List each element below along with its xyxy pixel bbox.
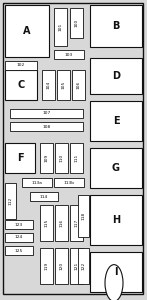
Text: 102: 102 bbox=[17, 64, 25, 68]
Text: 120: 120 bbox=[60, 262, 64, 270]
Text: F: F bbox=[17, 153, 23, 163]
Bar bbox=[90, 58, 142, 94]
Text: 100: 100 bbox=[75, 19, 78, 27]
Text: I: I bbox=[114, 267, 118, 277]
Text: 124: 124 bbox=[15, 236, 23, 239]
Bar bbox=[5, 220, 33, 229]
Text: 118: 118 bbox=[81, 212, 86, 220]
Bar bbox=[5, 143, 35, 173]
Text: 125: 125 bbox=[15, 248, 23, 253]
Bar bbox=[54, 8, 67, 46]
Bar bbox=[70, 205, 83, 241]
Bar bbox=[5, 233, 33, 242]
Text: 113b: 113b bbox=[64, 181, 75, 184]
Text: 121: 121 bbox=[75, 262, 78, 270]
Bar bbox=[54, 50, 84, 59]
Text: 111: 111 bbox=[75, 154, 78, 162]
Text: H: H bbox=[112, 215, 120, 225]
Text: 108: 108 bbox=[42, 124, 51, 128]
Text: D: D bbox=[112, 71, 120, 81]
Bar bbox=[57, 70, 70, 100]
Bar bbox=[90, 5, 142, 47]
Bar bbox=[30, 192, 58, 201]
Bar bbox=[72, 70, 85, 100]
Bar bbox=[90, 252, 142, 292]
Text: 103: 103 bbox=[65, 52, 73, 56]
Text: 117: 117 bbox=[75, 219, 78, 227]
Bar bbox=[5, 70, 37, 100]
Text: 122: 122 bbox=[81, 262, 86, 270]
Bar bbox=[40, 143, 53, 173]
Text: 115: 115 bbox=[45, 219, 49, 227]
Text: 104: 104 bbox=[46, 81, 51, 89]
Bar bbox=[55, 205, 68, 241]
Bar bbox=[55, 143, 68, 173]
Text: E: E bbox=[113, 116, 119, 126]
Text: 105: 105 bbox=[61, 81, 66, 89]
Bar bbox=[90, 148, 142, 188]
Text: 114: 114 bbox=[40, 194, 48, 199]
Bar bbox=[90, 195, 142, 245]
Bar bbox=[78, 248, 89, 284]
Bar bbox=[5, 61, 37, 70]
Bar bbox=[10, 122, 83, 131]
Text: 110: 110 bbox=[60, 154, 64, 162]
Bar bbox=[40, 248, 53, 284]
Text: A: A bbox=[23, 26, 31, 36]
Bar bbox=[90, 101, 142, 141]
Circle shape bbox=[105, 265, 123, 300]
Bar bbox=[54, 178, 84, 187]
Bar bbox=[10, 109, 83, 118]
Text: B: B bbox=[112, 21, 120, 31]
Bar bbox=[78, 195, 89, 237]
Bar bbox=[42, 70, 55, 100]
Bar bbox=[70, 143, 83, 173]
Bar bbox=[5, 5, 49, 57]
Text: 119: 119 bbox=[45, 262, 49, 270]
Bar bbox=[40, 205, 53, 241]
Bar bbox=[22, 178, 52, 187]
Bar bbox=[70, 8, 83, 38]
Bar bbox=[5, 246, 33, 255]
Text: 109: 109 bbox=[45, 154, 49, 162]
Text: 123: 123 bbox=[15, 223, 23, 226]
Text: 113a: 113a bbox=[32, 181, 42, 184]
Text: 101: 101 bbox=[59, 23, 62, 31]
Text: 116: 116 bbox=[60, 219, 64, 227]
Text: 107: 107 bbox=[42, 112, 51, 116]
Text: G: G bbox=[112, 163, 120, 173]
Bar bbox=[70, 248, 83, 284]
Bar bbox=[5, 183, 16, 219]
Text: 106: 106 bbox=[76, 81, 81, 89]
Text: C: C bbox=[17, 80, 25, 90]
Text: 112: 112 bbox=[9, 197, 12, 205]
Bar bbox=[55, 248, 68, 284]
